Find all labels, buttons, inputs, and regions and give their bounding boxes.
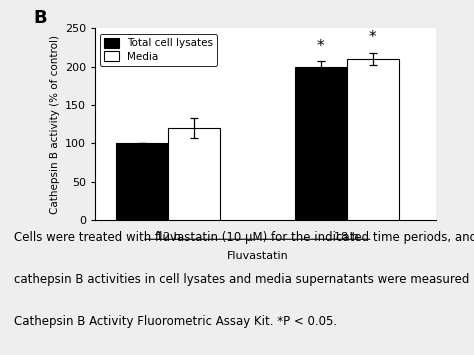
Legend: Total cell lysates, Media: Total cell lysates, Media (100, 34, 217, 66)
Text: Fluvastatin: Fluvastatin (227, 251, 288, 261)
Bar (346, 59, 399, 220)
Bar (295, 67, 346, 220)
Text: *: * (369, 30, 376, 45)
Bar (168, 128, 220, 220)
Text: B: B (33, 9, 47, 27)
Text: Cathepsin B Activity Fluorometric Assay Kit. *P < 0.05.: Cathepsin B Activity Fluorometric Assay … (14, 315, 337, 328)
Text: cathepsin B activities in cell lysates and media supernatants were measured usin: cathepsin B activities in cell lysates a… (14, 273, 474, 286)
Y-axis label: Cathepsin B activity (% of control): Cathepsin B activity (% of control) (50, 35, 61, 214)
Text: 18 h: 18 h (334, 231, 359, 242)
Bar (116, 143, 168, 220)
Text: Cells were treated with fluvastatin (10 μM) for the indicated time periods, and : Cells were treated with fluvastatin (10 … (14, 231, 474, 244)
Text: *: * (317, 39, 325, 54)
Text: 12 h: 12 h (155, 231, 180, 242)
